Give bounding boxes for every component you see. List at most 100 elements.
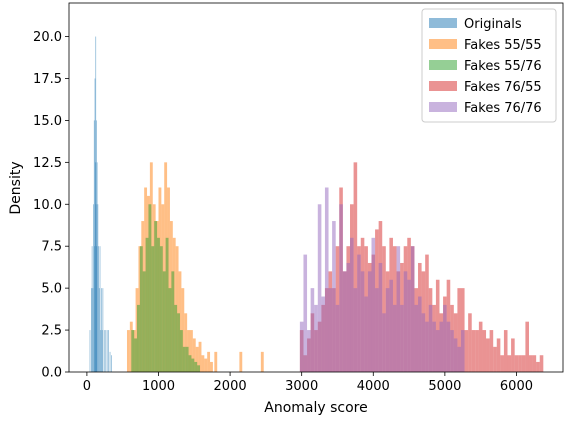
x-tick-label: 5000	[428, 379, 461, 394]
histogram-bar	[151, 246, 155, 372]
histogram-bar	[389, 279, 393, 372]
histogram-bar	[421, 313, 426, 372]
histogram-bar	[396, 246, 401, 372]
histogram-bar	[184, 313, 188, 372]
histogram-bar	[532, 355, 537, 372]
x-tick-label: 1000	[142, 379, 175, 394]
histogram-bar	[439, 321, 444, 372]
y-axis-ticks: 0.0 2.5 5.0 7.5 10.0 12.5 15.0 17.5 20.0	[33, 30, 69, 381]
histogram-bar	[385, 288, 390, 372]
plot-frame	[68, 2, 564, 373]
histogram-bar	[525, 321, 529, 372]
histogram-bar	[321, 296, 325, 372]
histogram-bar	[460, 330, 465, 372]
legend: Originals Fakes 55/55 Fakes 55/76 Fakes 76/…	[421, 8, 557, 123]
histogram-bar	[197, 365, 201, 372]
histogram-bar	[102, 288, 104, 372]
histogram-bar	[100, 330, 102, 372]
histogram-bar	[511, 338, 515, 372]
legend-swatch	[429, 18, 457, 28]
histogram-bar	[514, 355, 519, 372]
histogram-bar	[317, 204, 322, 372]
legend-label: Fakes 76/55	[464, 80, 542, 95]
histogram-bar	[194, 361, 198, 372]
histogram-bar	[91, 288, 92, 372]
histogram-bar	[453, 338, 458, 372]
histogram-bar	[521, 355, 526, 372]
histogram-bar	[446, 321, 451, 372]
histogram-bar	[109, 351, 111, 372]
histogram-bar	[493, 346, 497, 372]
histogram-bar	[204, 358, 208, 372]
histogram-bar	[162, 271, 166, 372]
legend-swatch	[429, 102, 457, 112]
histogram-bar	[478, 321, 483, 372]
y-axis-label: Density	[8, 161, 24, 214]
histogram-bar	[443, 304, 447, 372]
histogram-bar	[432, 321, 436, 372]
histogram-bar	[486, 338, 490, 372]
histogram-bar	[518, 355, 522, 372]
histogram-bar	[101, 288, 102, 372]
histogram-bar	[103, 330, 105, 372]
histogram-bar	[507, 355, 512, 372]
y-tick-label: 7.5	[41, 240, 62, 255]
histogram-bar	[382, 246, 386, 372]
plot-area	[89, 36, 544, 373]
histogram-bar	[210, 361, 213, 372]
histogram-bar	[503, 330, 508, 372]
histogram-bar	[179, 330, 183, 372]
histogram-bar	[418, 296, 422, 372]
legend-label: Fakes 55/76	[464, 59, 542, 74]
histogram-bar	[165, 237, 169, 372]
histogram-bar	[400, 304, 404, 372]
histogram-bar	[171, 271, 175, 372]
histogram-bar	[105, 330, 107, 372]
histogram-bar	[177, 313, 180, 372]
x-tick-label: 3000	[285, 379, 318, 394]
histogram-bar	[332, 221, 336, 372]
histogram-bar	[471, 330, 476, 372]
x-axis-label: Anomaly score	[264, 400, 367, 416]
histogram-bar	[185, 346, 189, 372]
histogram-bar	[357, 254, 361, 372]
y-tick-label: 10.0	[33, 198, 62, 213]
histogram-bar	[367, 271, 372, 372]
histogram-bar	[188, 355, 192, 372]
histogram-bar	[378, 262, 383, 372]
histogram-bar	[310, 288, 315, 372]
histogram-bar	[191, 358, 195, 372]
y-tick-label: 15.0	[33, 114, 62, 129]
legend-label: Originals	[464, 17, 522, 32]
histogram-bar	[106, 330, 108, 372]
histogram-bar	[182, 346, 186, 372]
histogram-bar	[145, 237, 149, 372]
histogram-bar	[108, 330, 109, 372]
x-tick-label: 4000	[357, 379, 390, 394]
histogram-bar	[97, 204, 99, 372]
histogram-bar	[353, 162, 358, 372]
histogram-bar	[239, 351, 243, 372]
histogram-bar	[382, 313, 386, 372]
y-tick-label: 12.5	[33, 156, 62, 171]
histogram-bar	[435, 330, 440, 372]
histogram-bar	[328, 288, 333, 372]
series-0	[89, 36, 112, 373]
histogram-bar	[89, 330, 91, 372]
legend-swatch	[429, 39, 457, 49]
histogram-bar	[198, 341, 202, 372]
histogram-bar	[207, 351, 211, 372]
histogram-bar	[425, 254, 429, 372]
y-tick-label: 20.0	[33, 30, 62, 45]
histogram-bar	[468, 313, 472, 372]
histogram-bar	[342, 271, 347, 372]
series-4	[299, 187, 465, 372]
histogram-bar	[167, 187, 170, 372]
series-2	[131, 204, 201, 372]
y-tick-label: 5.0	[41, 282, 62, 297]
histogram-bar	[457, 346, 461, 372]
histogram-bar	[536, 361, 540, 372]
histogram-bar	[148, 204, 152, 372]
histogram-bar	[496, 338, 501, 372]
